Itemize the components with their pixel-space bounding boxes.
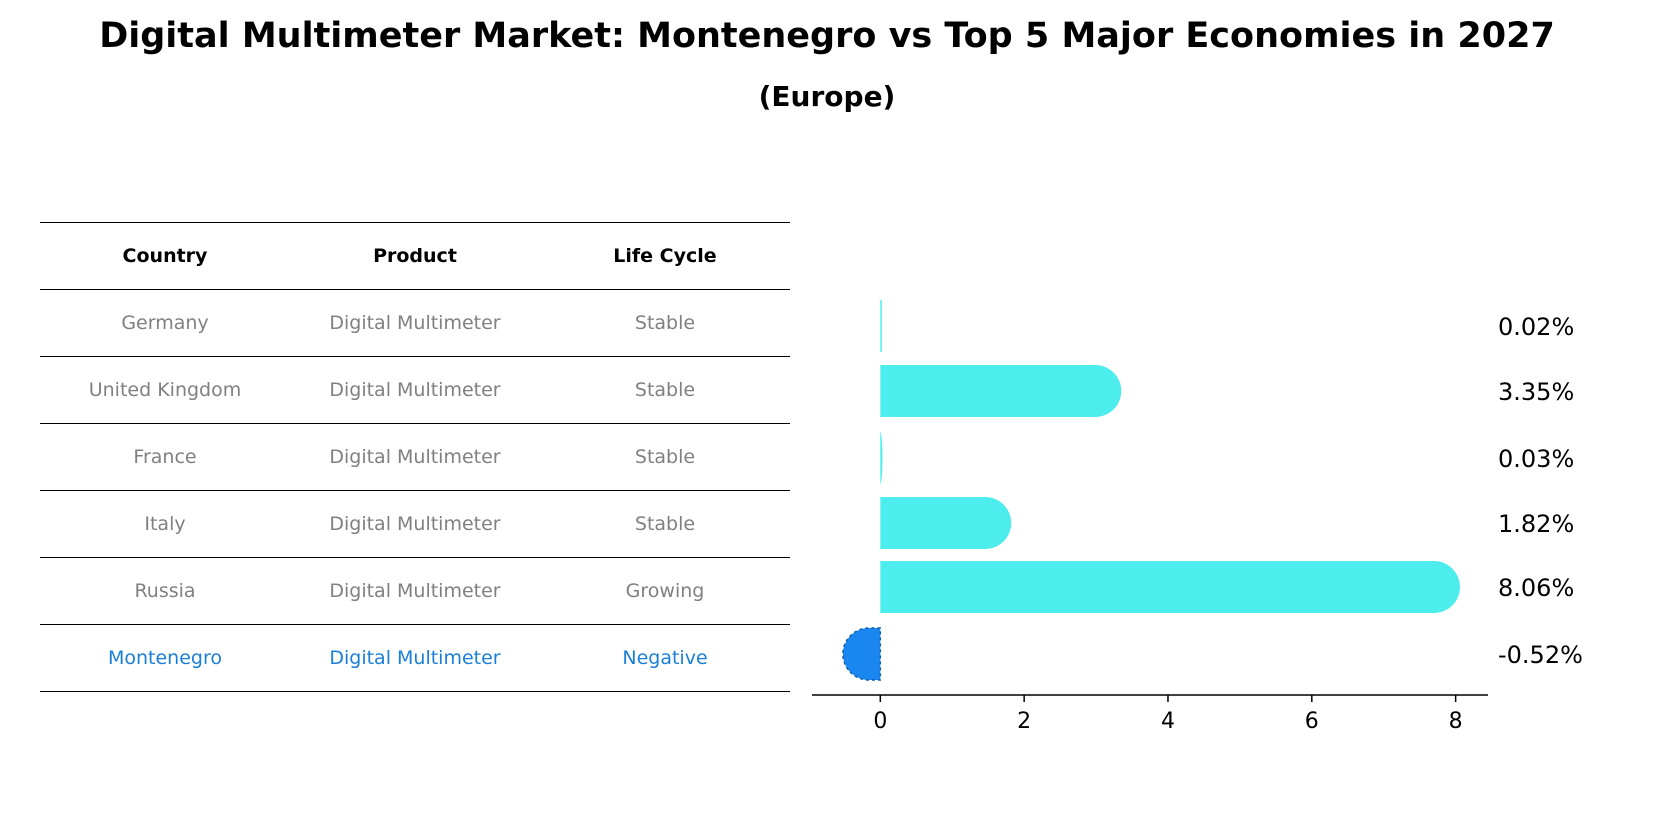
value-label: 1.82% (1498, 510, 1574, 538)
cell-life-cycle: Stable (634, 446, 696, 468)
x-tick-label: 2 (1017, 709, 1031, 734)
value-label: 0.03% (1498, 445, 1574, 473)
bar-shape (842, 627, 882, 681)
cell-country: Italy (144, 513, 186, 535)
x-tick-label: 6 (1305, 709, 1319, 734)
bar-shape (880, 561, 1460, 613)
bar-montenegro (842, 627, 882, 681)
cell-country: Montenegro (107, 647, 222, 669)
value-label: 0.02% (1498, 313, 1574, 341)
cell-product: Digital Multimeter (329, 379, 501, 401)
cell-life-cycle: Stable (634, 513, 696, 535)
table-row: United Kingdom Digital Multimeter Stable (40, 356, 790, 423)
chart-title: Digital Multimeter Market: Montenegro vs… (99, 16, 1555, 56)
value-label: 3.35% (1498, 378, 1574, 406)
table-row: France Digital Multimeter Stable (40, 423, 790, 490)
bar-russia (880, 561, 1460, 613)
table-row: Germany Digital Multimeter Stable (40, 289, 790, 356)
table-header-row: Country Product Life Cycle (40, 222, 790, 289)
bar-shape (880, 300, 882, 352)
bar-shape (880, 497, 1012, 549)
table-row: Russia Digital Multimeter Growing (40, 557, 790, 624)
cell-country: Russia (134, 580, 196, 602)
value-label: 8.06% (1498, 574, 1574, 602)
cell-product: Digital Multimeter (329, 446, 501, 468)
cell-product: Digital Multimeter (329, 312, 501, 334)
bar-france (880, 432, 883, 484)
bar-united-kingdom (880, 365, 1122, 417)
bar-germany (880, 300, 882, 352)
cell-life-cycle: Growing (625, 580, 705, 602)
bar-shape (880, 432, 883, 484)
value-label: -0.52% (1498, 641, 1583, 669)
cell-country: United Kingdom (88, 379, 242, 401)
header-country: Country (122, 245, 208, 267)
bar-italy (880, 497, 1012, 549)
cell-product: Digital Multimeter (329, 580, 501, 602)
table-row: Italy Digital Multimeter Stable (40, 490, 790, 557)
cell-life-cycle: Stable (634, 379, 696, 401)
x-tick-label: 0 (873, 709, 887, 734)
cell-life-cycle: Negative (622, 647, 708, 669)
comparison-table: Country Product Life Cycle Germany Digit… (40, 222, 790, 692)
header-product: Product (373, 245, 457, 267)
x-tick-label: 4 (1161, 709, 1175, 734)
cell-product: Digital Multimeter (329, 513, 501, 535)
cell-product: Digital Multimeter (329, 647, 501, 669)
header-life-cycle: Life Cycle (613, 245, 717, 267)
bar-shape (880, 365, 1122, 417)
cell-life-cycle: Stable (634, 312, 696, 334)
cell-country: Germany (121, 312, 209, 334)
chart-subtitle: (Europe) (758, 80, 896, 113)
x-tick-label: 8 (1449, 709, 1463, 734)
table-row-highlighted: Montenegro Digital Multimeter Negative (40, 624, 790, 692)
cell-country: France (133, 446, 197, 468)
